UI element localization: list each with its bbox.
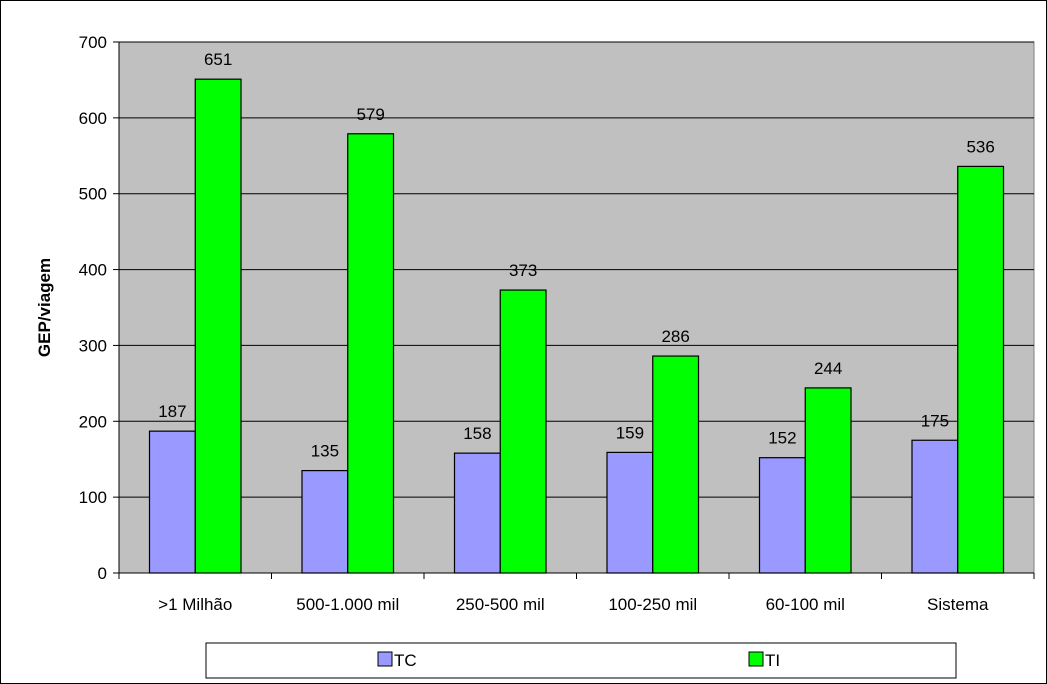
bar-tc [301, 469, 349, 574]
data-label: 187 [158, 402, 186, 421]
y-axis-title: GEP/viagem [35, 258, 54, 357]
data-label: 579 [356, 105, 384, 124]
bar-tc [911, 439, 959, 574]
y-tick-label: 200 [79, 412, 107, 431]
axes [113, 41, 1035, 579]
bar-tc [758, 457, 806, 574]
plot-area [118, 41, 1035, 574]
legend-swatch-ti [748, 651, 764, 667]
gridlines [119, 41, 1034, 498]
bar-tc [453, 452, 501, 574]
bars [148, 78, 1005, 574]
bar-tc [606, 451, 654, 574]
bar-ti [347, 133, 395, 574]
bar-ti [804, 387, 852, 574]
legend-label-ti: TI [765, 651, 780, 670]
x-tick-label: 250-500 mil [456, 595, 545, 614]
x-tick-label: >1 Milhão [158, 595, 232, 614]
data-label: 373 [509, 261, 537, 280]
legend: TC TI [205, 642, 957, 679]
x-tick-label: Sistema [927, 595, 989, 614]
y-tick-label: 700 [79, 33, 107, 52]
legend-swatch-tc [377, 651, 393, 667]
x-tick-label: 60-100 mil [766, 595, 845, 614]
data-label: 244 [814, 359, 842, 378]
y-tick-label: 100 [79, 488, 107, 507]
y-tick-label: 600 [79, 109, 107, 128]
data-label: 536 [966, 137, 994, 156]
bar-ti [652, 355, 700, 574]
data-label: 175 [921, 411, 949, 430]
legend-label-tc: TC [394, 651, 417, 670]
y-tick-label: 0 [98, 564, 107, 583]
data-label: 286 [661, 327, 689, 346]
data-label: 135 [311, 442, 339, 461]
bar-ti [194, 78, 242, 574]
y-tick-label: 400 [79, 261, 107, 280]
bar-tc [148, 430, 196, 574]
bar-ti [957, 165, 1005, 574]
data-label: 158 [463, 424, 491, 443]
data-label: 651 [204, 50, 232, 69]
labels: 0 100 200 300 400 500 600 700 >1 Milhão 187 651 500… [79, 33, 995, 614]
x-tick-label: 500-1.000 mil [296, 595, 399, 614]
data-label: 152 [768, 429, 796, 448]
y-tick-label: 300 [79, 336, 107, 355]
legend-box [205, 642, 957, 679]
data-label: 159 [616, 423, 644, 442]
bar-ti [499, 289, 547, 574]
x-tick-label: 100-250 mil [608, 595, 697, 614]
y-tick-label: 500 [79, 185, 107, 204]
